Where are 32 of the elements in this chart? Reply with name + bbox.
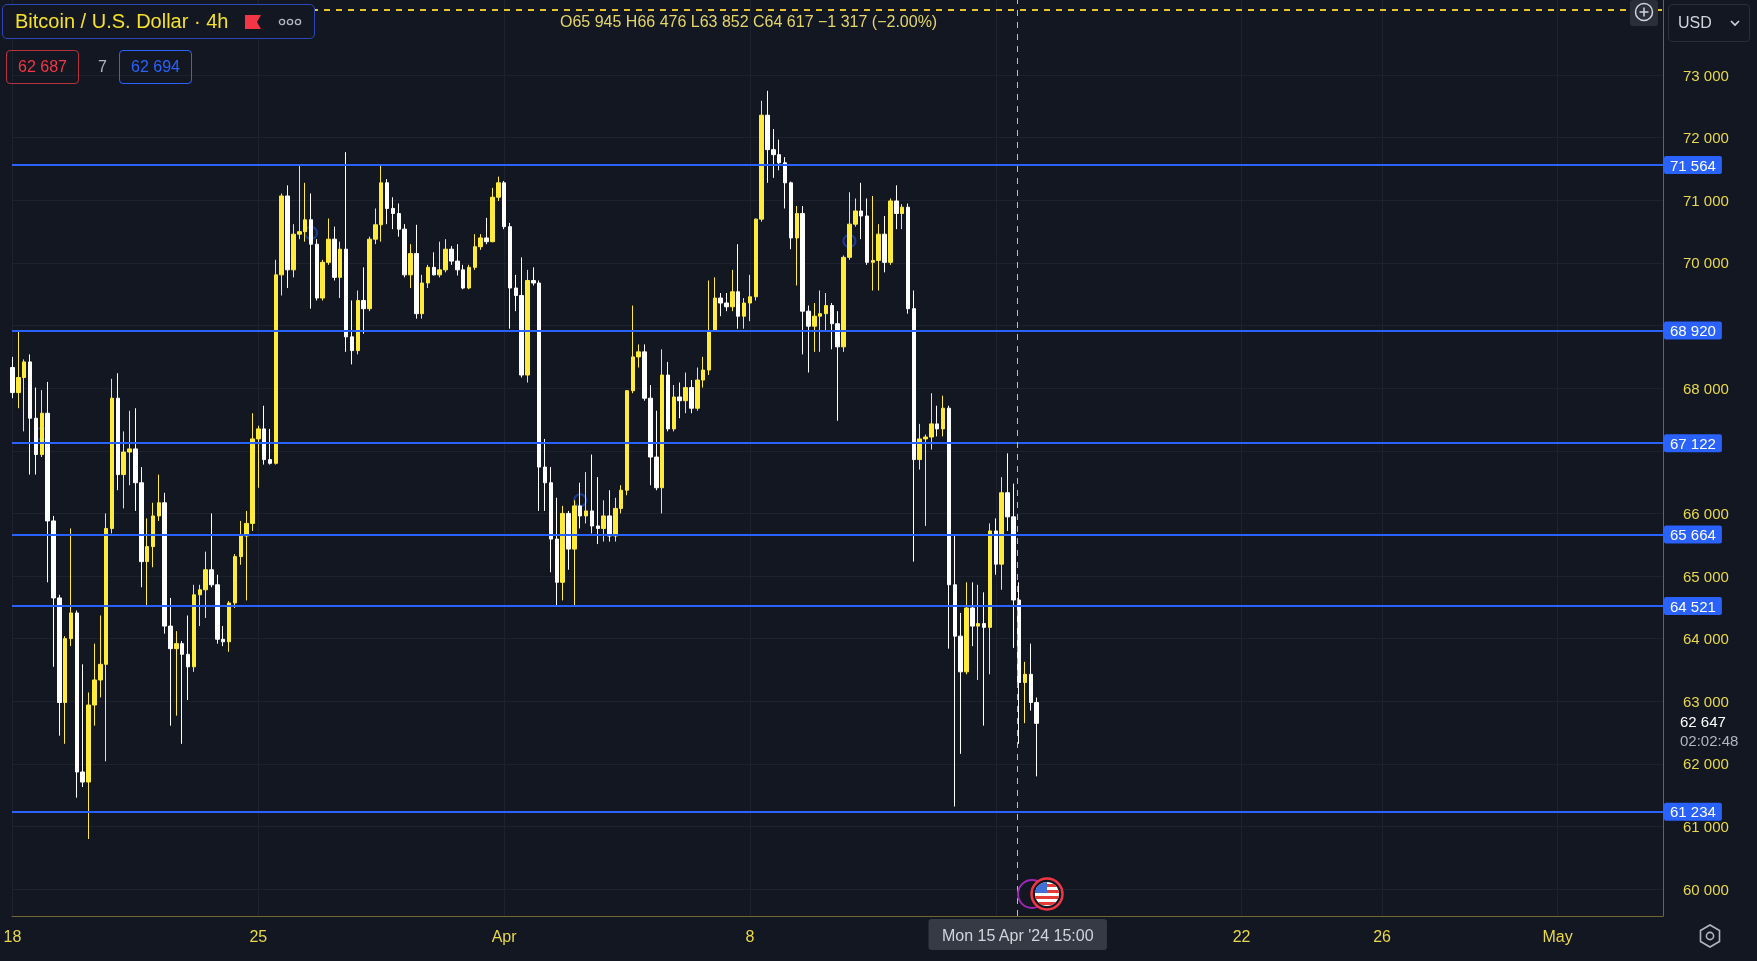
annotation: 7 [98, 57, 107, 77]
x-tick-label: 8 [745, 927, 755, 945]
ref-line-label: 64 521 [1670, 597, 1716, 615]
y-tick-label: 60 000 [1683, 880, 1729, 898]
ref-line-label: 68 920 [1670, 322, 1716, 340]
title-box: Bitcoin / U.S. Dollar · 4h [2, 4, 316, 39]
annotation: 62 694 [119, 50, 192, 84]
annotation: 62 687 [6, 50, 79, 84]
x-tick-label: Apr [491, 927, 518, 945]
x-tick-label: 22 [1232, 927, 1251, 945]
y-tick-label: 72 000 [1683, 129, 1729, 147]
x-tick-label: 25 [249, 927, 268, 945]
y-tick-label: 73 000 [1683, 66, 1729, 84]
y-tick-label: 64 000 [1683, 630, 1729, 648]
y-tick-label: 68 000 [1683, 379, 1729, 397]
text: 62 647 [1680, 713, 1726, 732]
annotation: O65 945 H66 476 L63 852 C64 617 −1 317 (−2.00%) [560, 13, 938, 31]
text: 02:02:48 [1680, 732, 1739, 751]
x-tick-label: 26 [1373, 927, 1392, 945]
y-tick-label: 63 000 [1683, 692, 1729, 710]
x-tick-label: 18 [3, 927, 22, 945]
ref-line-label: 67 122 [1670, 434, 1716, 452]
ref-line-label: 65 664 [1670, 525, 1716, 543]
y-tick-label: 70 000 [1683, 254, 1729, 272]
text: USD [1668, 4, 1750, 42]
x-tick-label: May [1542, 927, 1573, 945]
ref-line-label: 71 564 [1670, 156, 1716, 174]
y-tick-label: 66 000 [1683, 504, 1729, 522]
y-tick-label: 65 000 [1683, 567, 1729, 585]
y-tick-label: 71 000 [1683, 191, 1729, 209]
y-tick-label: 62 000 [1683, 755, 1729, 773]
ref-line-label: Mon 15 Apr '24 15:00 [941, 926, 1094, 944]
